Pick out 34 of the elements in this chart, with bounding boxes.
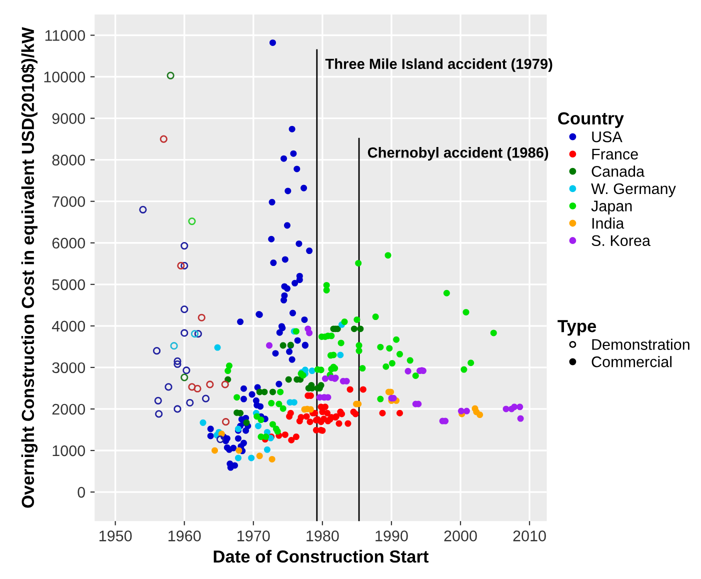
y-tick-label: 6000 <box>52 238 86 249</box>
legend-label: France <box>592 148 638 160</box>
x-tick-label: 2000 <box>444 530 477 542</box>
legend-label: Canada <box>592 166 645 177</box>
y-tick-label: 7000 <box>52 196 86 208</box>
y-tick-label: 4000 <box>52 320 86 332</box>
y-tick-label: 0 <box>78 486 86 498</box>
x-tick-label: 1990 <box>376 530 408 542</box>
y-axis-title: Overnight Construction Cost in equivalent USD(2010$)/kW <box>21 27 38 508</box>
legend-label: W. Germany <box>591 183 676 198</box>
x-tick-label: 2010 <box>513 530 546 542</box>
legend-label: USA <box>592 131 622 142</box>
y-tick-label: 11000 <box>45 30 86 41</box>
text: Type <box>558 320 596 336</box>
x-tick-label: 1950 <box>100 530 132 542</box>
y-tick-label: 2000 <box>52 404 86 415</box>
text: Demonstration <box>592 338 690 350</box>
x-tick-label: 1970 <box>238 530 270 542</box>
y-tick-label: 8000 <box>52 154 86 166</box>
y-tick-label: 1000 <box>52 445 86 456</box>
y-tick-label: 5000 <box>52 279 86 290</box>
text: Country <box>558 112 624 128</box>
y-tick-label: 10000 <box>44 72 86 82</box>
y-tick-label: 3000 <box>52 362 86 374</box>
legend-label: Japan <box>591 200 632 214</box>
ref-line-label: Three Mile Island accident (1979) <box>325 58 552 72</box>
ref-line-label: Chernobyl accident (1986) <box>368 147 548 161</box>
y-tick-label: 9000 <box>52 113 86 124</box>
x-tick-label: 1960 <box>168 530 201 542</box>
x-axis-title: Date of Construction Start <box>214 550 429 563</box>
text: Commercial <box>592 356 672 368</box>
legend-label: India <box>592 218 624 229</box>
legend-label: S. Korea <box>592 235 650 246</box>
x-tick-label: 1980 <box>306 530 339 542</box>
